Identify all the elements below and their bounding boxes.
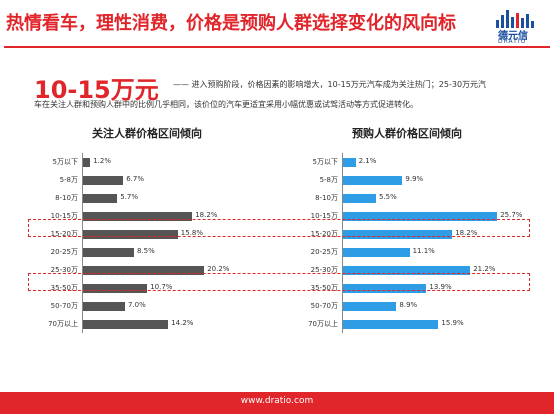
bar (83, 229, 178, 239)
category-label: 20-25万 (310, 248, 338, 256)
value-label: 8.5% (137, 247, 155, 255)
bar (343, 247, 410, 257)
bar (83, 247, 134, 257)
category-label: 50-70万 (310, 302, 338, 310)
summary-headline: 10-15万元 (34, 76, 159, 104)
category-label: 5-8万 (319, 176, 338, 184)
category-label: 70万以上 (48, 320, 78, 328)
bar (83, 211, 193, 221)
bar (343, 283, 427, 293)
bar (343, 175, 403, 185)
footer-url[interactable]: www.dratio.com (240, 396, 314, 406)
category-label: 70万以上 (308, 320, 338, 328)
bar (343, 157, 356, 167)
bar (83, 319, 169, 329)
prebuy-price-chart: 预购人群价格区间倾向 5万以下 2.1% 5-8万 9.9% 8-10万 5.5% 10-1… (282, 125, 532, 350)
category-label: 8-10万 (55, 194, 78, 202)
summary-line-2: 车在关注人群和预购人群中的比例几乎相同，该价位的汽车更适宜采用小幅优惠或试驾活动… (34, 100, 418, 109)
category-label: 8-10万 (315, 194, 338, 202)
value-label: 14.2% (171, 319, 194, 327)
chart-axis (342, 153, 343, 333)
value-label: 21.2% (473, 265, 496, 273)
value-label: 7.0% (128, 301, 146, 309)
value-label: 25.7% (500, 211, 523, 219)
chart-axis (82, 153, 83, 333)
bar (83, 175, 124, 185)
bar (83, 193, 118, 203)
chart-title: 预购人群价格区间倾向 (352, 127, 462, 140)
bar (343, 229, 453, 239)
value-label: 1.2% (93, 157, 111, 165)
category-label: 5-8万 (59, 176, 78, 184)
value-label: 8.9% (399, 301, 418, 309)
chart-title: 关注人群价格区间倾向 (92, 127, 202, 140)
value-label: 5.7% (120, 193, 138, 201)
bar (83, 283, 148, 293)
value-label: 11.1% (412, 247, 435, 255)
value-label: 6.7% (126, 175, 144, 183)
value-label: 15.9% (441, 319, 464, 327)
bar (343, 301, 397, 311)
bar (83, 301, 125, 311)
highlight-box-10-15 (28, 219, 530, 237)
category-label: 35-50万 (310, 284, 338, 292)
value-label: 15.8% (180, 229, 204, 237)
bar (343, 211, 498, 221)
page-title: 热情看车，理性消费，价格是预购人群选择变化的风向标 (6, 13, 456, 34)
category-label: 25-30万 (310, 266, 338, 274)
header-divider (4, 46, 550, 48)
value-label: 9.9% (405, 175, 424, 183)
bar (343, 319, 439, 329)
value-label: 13.9% (429, 283, 452, 291)
summary-line-1: —— 进入预购阶段，价格因素的影响增大，10-15万元汽车成为关注热门；25-3… (173, 80, 487, 89)
bar (83, 157, 91, 167)
category-label: 20-25万 (50, 248, 78, 256)
logo-text: 德元信 (498, 31, 528, 42)
footer-bar (0, 392, 554, 414)
bar (343, 193, 376, 203)
category-label: 35-50万 (50, 284, 78, 292)
value-label: 20.2% (207, 265, 230, 273)
bar (343, 265, 471, 275)
attention-price-chart: 关注人群价格区间倾向 5万以下 1.2% 5-8万 6.7% 8-10万 5.7% 10-1… (22, 125, 272, 350)
value-label: 2.1% (358, 157, 377, 165)
bar (83, 265, 205, 275)
category-label: 25-30万 (50, 266, 78, 274)
category-label: 10-15万 (310, 212, 338, 220)
value-label: 5.5% (379, 193, 397, 201)
highlight-box-25-30 (28, 273, 530, 291)
category-label: 50-70万 (50, 302, 78, 310)
category-label: 5万以下 (52, 158, 78, 166)
value-label: 18.2% (195, 211, 218, 219)
category-label: 10-15万 (50, 212, 78, 220)
logo-subtext: DRATIO (498, 38, 527, 45)
category-label: 5万以下 (312, 158, 338, 166)
logo-bars-icon (496, 10, 534, 28)
dratio-logo: 德元信 DRATIO (494, 8, 550, 46)
category-label: 15-20万 (50, 230, 78, 238)
value-label: 10.7% (150, 283, 173, 291)
category-label: 15-20万 (310, 230, 338, 238)
value-label: 18.2% (455, 229, 478, 237)
